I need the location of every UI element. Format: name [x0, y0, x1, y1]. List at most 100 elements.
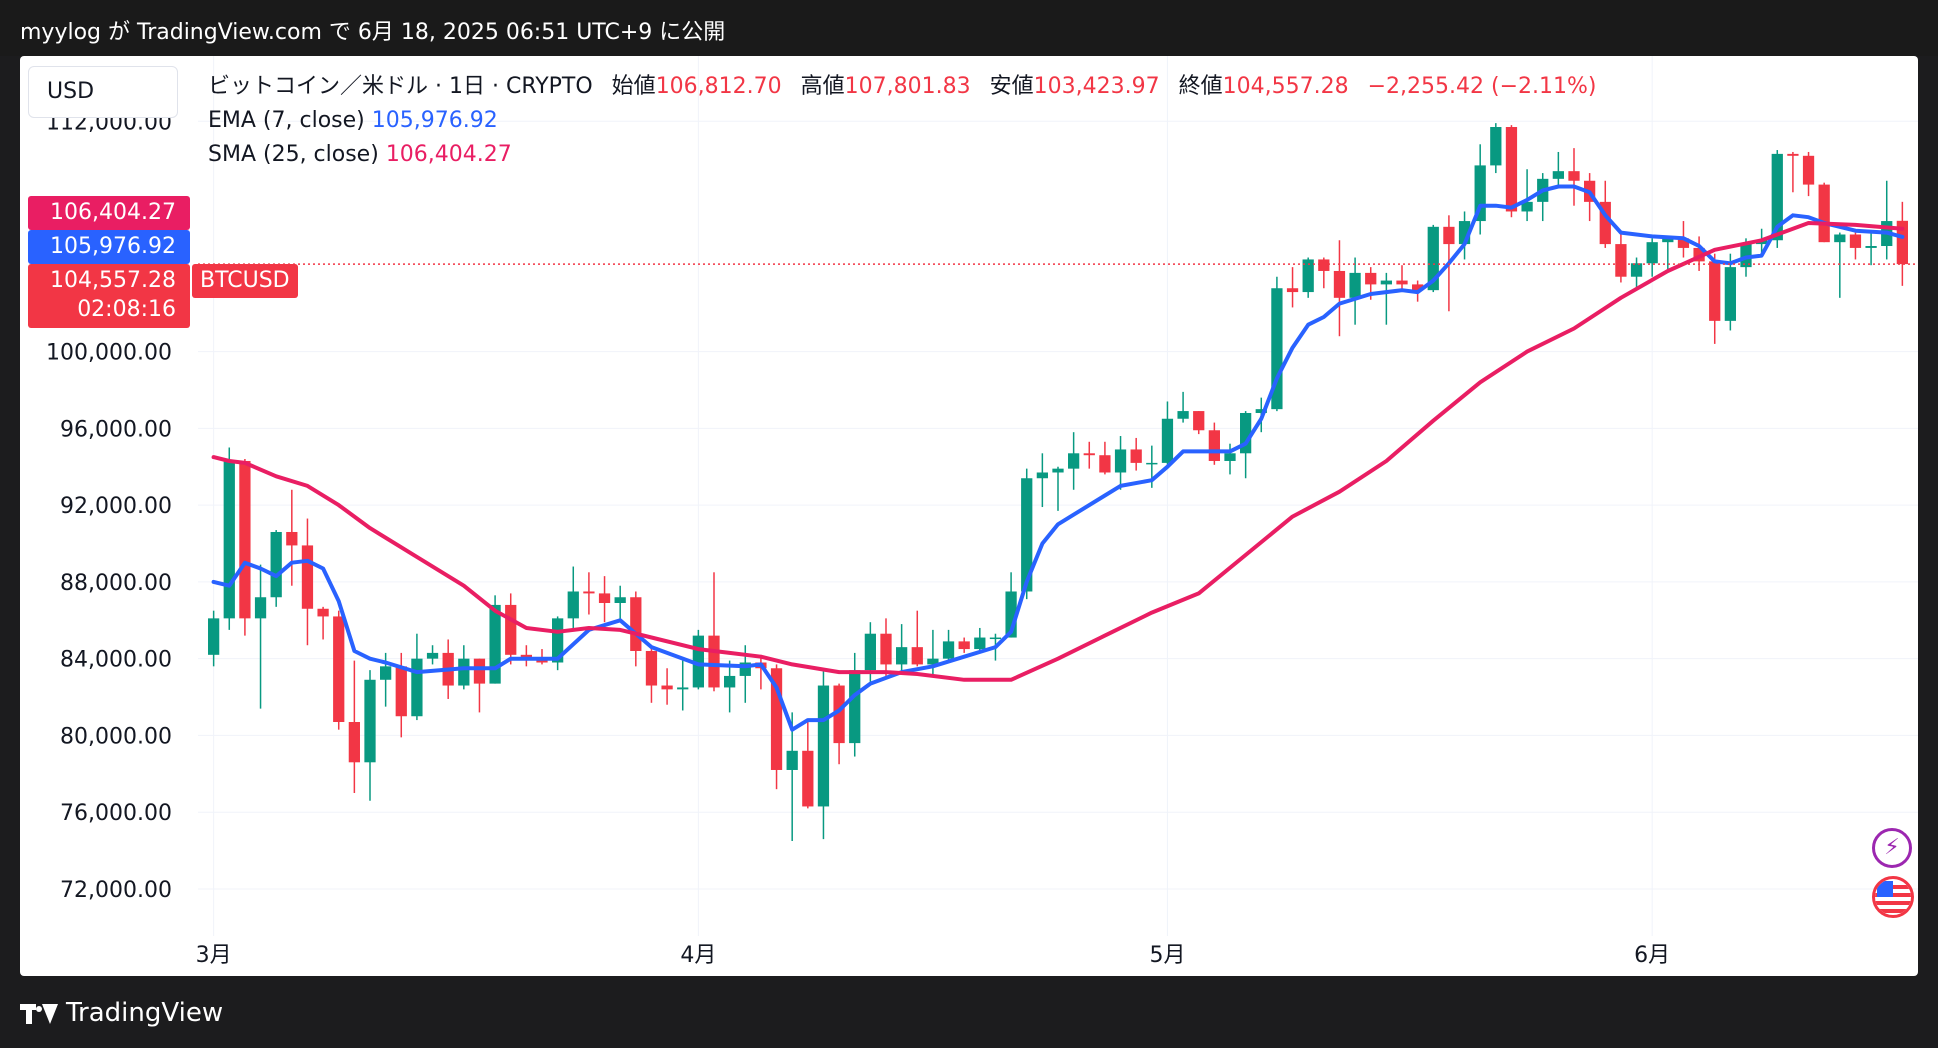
sma-row[interactable]: SMA (25, close) 106,404.27 [208, 138, 1597, 172]
candle-body [1599, 201, 1611, 245]
candle-body [1474, 165, 1486, 222]
x-axis-tick-label: 5月 [1149, 943, 1185, 968]
candle-body [1021, 478, 1033, 592]
candle-body [286, 531, 298, 546]
candle-body [802, 750, 814, 807]
candle-body [1896, 220, 1908, 265]
candle-body [1099, 455, 1111, 473]
candle-body [880, 633, 892, 665]
candle-body [1271, 288, 1283, 410]
candle-body [1224, 453, 1236, 461]
close-price: 104,557.28 [50, 268, 176, 293]
candle-body [1365, 272, 1377, 285]
ema-row[interactable]: EMA (7, close) 105,976.92 [208, 104, 1597, 138]
candle-body [1662, 238, 1674, 243]
us-flag-icon[interactable] [1872, 876, 1914, 918]
ema-label: EMA (7, close) [208, 108, 365, 133]
candle-body [1771, 153, 1783, 241]
candle-body [1521, 201, 1533, 212]
symbol-description[interactable]: ビットコイン／米ドル · 1日 · CRYPTO [208, 74, 593, 99]
candle-body [239, 460, 251, 619]
candle-body [677, 687, 689, 690]
open-label: 始値 [611, 74, 656, 99]
candle-body [567, 591, 579, 619]
candle-body [927, 658, 939, 665]
candle-body [1349, 272, 1361, 298]
candle-body [301, 545, 314, 609]
candle-body [770, 668, 783, 770]
x-axis-tick-label: 3月 [196, 943, 232, 968]
brand-name: TradingView [66, 998, 224, 1028]
candle-body [270, 531, 282, 598]
candle-body [1333, 270, 1346, 298]
y-axis-tick-label: 76,000.00 [60, 801, 172, 826]
y-axis-tick-label: 92,000.00 [60, 494, 172, 519]
candle-body [1380, 280, 1392, 285]
sma-value: 106,404.27 [385, 142, 512, 167]
candle-body [1318, 259, 1330, 271]
candle-body [1161, 418, 1174, 463]
sma-label: SMA (25, close) [208, 142, 379, 167]
chart-legend: ビットコイン／米ドル · 1日 · CRYPTO 始値106,812.70 高値… [208, 70, 1597, 172]
tradingview-logo[interactable]: TradingView [20, 998, 223, 1028]
candle-body [1427, 226, 1439, 291]
candle-body [942, 641, 955, 659]
candle-body [1208, 430, 1220, 461]
candle-body [1052, 468, 1064, 473]
candle-body [1849, 234, 1862, 248]
chart-panel[interactable]: 112,000.00 100,000.00 96,000.00 92,000.00 88… [20, 56, 1918, 976]
candle-body [317, 608, 329, 617]
close-price-tag: 104,557.28 02:08:16 [28, 264, 190, 328]
candle-body [958, 641, 970, 650]
candle-body [1005, 591, 1017, 638]
candle-body [896, 647, 908, 665]
candle-body [1068, 453, 1080, 469]
flash-icon[interactable]: ⚡ [1872, 828, 1912, 868]
sma-price-tag: 106,404.27 [28, 196, 190, 230]
candle-body [1615, 244, 1627, 277]
candle-body [645, 650, 658, 686]
chart-canvas[interactable]: 112,000.00100,000.0096,000.0092,000.0088… [20, 56, 1918, 976]
x-axis-tick-label: 6月 [1634, 943, 1670, 968]
candle-body [1787, 153, 1799, 156]
ema-line [211, 184, 1905, 732]
candle-body [395, 666, 407, 717]
y-axis-tick-label: 96,000.00 [60, 417, 172, 442]
candle-body [473, 658, 486, 684]
low-value: 103,423.97 [1033, 74, 1160, 99]
low-label: 安値 [989, 74, 1034, 99]
candle-body [1130, 449, 1142, 463]
candle-body [1443, 226, 1455, 245]
candle-body [333, 616, 345, 722]
candle-body [1302, 259, 1314, 293]
candle-body [583, 591, 595, 594]
close-label: 終値 [1178, 74, 1223, 99]
candle-body [974, 637, 986, 650]
candle-body [708, 635, 720, 688]
published-header: myylog が TradingView.com で 6月 18, 2025 0… [0, 0, 1938, 56]
candle-body [426, 652, 439, 659]
candle-body [1693, 247, 1705, 262]
x-axis-tick-label: 4月 [680, 943, 716, 968]
candle-body [786, 750, 798, 770]
candle-body [1083, 453, 1095, 456]
candle-body [833, 685, 845, 744]
candle-body [864, 633, 876, 671]
candle-body [1818, 184, 1830, 243]
candle-body [692, 635, 704, 688]
symbol-tag: BTCUSD [192, 264, 298, 298]
high-value: 107,801.83 [844, 74, 971, 99]
candle-body [817, 685, 830, 807]
candle-body [1865, 246, 1877, 248]
candle-body [614, 597, 626, 604]
y-axis-tick-label: 100,000.00 [46, 341, 172, 366]
y-axis-tick-label: 84,000.00 [60, 648, 172, 673]
candle-body [1709, 261, 1721, 321]
open-value: 106,812.70 [655, 74, 782, 99]
candle-body [489, 604, 501, 684]
currency-button[interactable]: USD [28, 66, 178, 118]
candle-body [1114, 449, 1127, 473]
candle-body [661, 685, 673, 690]
y-axis-tick-label: 80,000.00 [60, 724, 172, 749]
sma-line [211, 221, 1905, 682]
